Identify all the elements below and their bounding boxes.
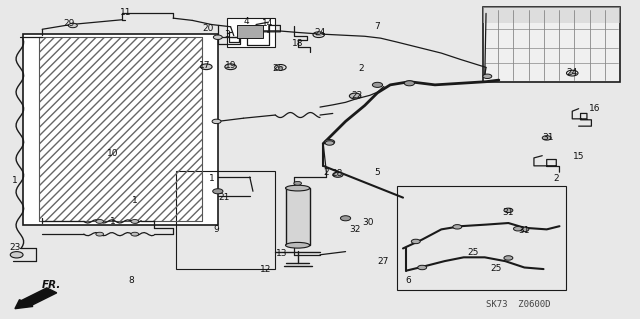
Text: 13: 13 — [276, 249, 287, 258]
Circle shape — [96, 232, 104, 236]
Circle shape — [340, 216, 351, 221]
Circle shape — [333, 172, 343, 177]
Text: 2: 2 — [554, 174, 559, 183]
Text: 1: 1 — [209, 174, 214, 183]
Text: 24: 24 — [566, 68, 578, 77]
Bar — [285, 188, 310, 245]
Circle shape — [316, 33, 322, 36]
Text: 17: 17 — [199, 61, 211, 70]
Bar — [227, 18, 275, 47]
Circle shape — [294, 182, 301, 185]
Text: 31: 31 — [502, 208, 514, 217]
Circle shape — [372, 82, 383, 87]
Text: 1: 1 — [12, 176, 18, 185]
Text: 8: 8 — [129, 276, 134, 285]
FancyArrow shape — [15, 288, 57, 309]
Text: 10: 10 — [107, 149, 118, 158]
Circle shape — [520, 227, 529, 232]
Circle shape — [504, 256, 513, 260]
Text: 26: 26 — [273, 64, 284, 73]
Circle shape — [277, 66, 284, 69]
Circle shape — [96, 219, 104, 223]
Text: 4: 4 — [244, 17, 250, 26]
Text: 6: 6 — [405, 276, 411, 285]
Bar — [237, 25, 262, 38]
Circle shape — [200, 64, 212, 70]
Text: 24: 24 — [314, 28, 326, 37]
Circle shape — [404, 81, 415, 86]
Circle shape — [483, 74, 492, 78]
Bar — [176, 171, 275, 269]
Text: 19: 19 — [225, 61, 236, 70]
Text: 16: 16 — [589, 104, 600, 113]
Text: 25: 25 — [468, 248, 479, 257]
Text: 1: 1 — [109, 217, 115, 226]
Text: 12: 12 — [260, 264, 271, 274]
Bar — [397, 187, 566, 290]
Circle shape — [325, 141, 334, 145]
Circle shape — [453, 225, 462, 229]
Ellipse shape — [285, 185, 310, 191]
Circle shape — [212, 189, 223, 194]
Text: 20: 20 — [202, 24, 214, 33]
Bar — [39, 37, 202, 221]
Text: 32: 32 — [349, 225, 361, 234]
Text: 28: 28 — [332, 169, 343, 178]
Circle shape — [131, 232, 139, 236]
Ellipse shape — [285, 242, 310, 248]
Text: 11: 11 — [120, 8, 131, 17]
Circle shape — [324, 139, 335, 145]
Text: 29: 29 — [63, 19, 75, 28]
Bar — [483, 7, 620, 82]
Text: 18: 18 — [292, 39, 303, 48]
Circle shape — [504, 208, 513, 212]
Text: FR.: FR. — [42, 280, 61, 290]
Text: 2: 2 — [358, 64, 364, 73]
Text: 30: 30 — [362, 218, 374, 227]
Text: 25: 25 — [490, 263, 501, 273]
Text: 1: 1 — [132, 196, 138, 205]
Circle shape — [349, 93, 361, 99]
Circle shape — [412, 239, 420, 244]
Text: 27: 27 — [377, 257, 388, 266]
Text: 9: 9 — [214, 225, 220, 234]
Text: 15: 15 — [573, 152, 584, 161]
Text: 2: 2 — [324, 168, 329, 177]
Circle shape — [68, 23, 77, 28]
Circle shape — [212, 119, 221, 123]
Text: 3: 3 — [225, 31, 230, 40]
Circle shape — [569, 71, 575, 75]
Circle shape — [225, 64, 236, 70]
Text: SK73  Z0600D: SK73 Z0600D — [486, 300, 550, 309]
Text: 22: 22 — [351, 91, 363, 100]
Circle shape — [513, 226, 522, 231]
Text: 5: 5 — [374, 168, 380, 177]
Circle shape — [213, 35, 222, 40]
Text: 23: 23 — [9, 243, 20, 252]
Bar — [23, 34, 218, 225]
Text: 31: 31 — [542, 133, 554, 142]
Circle shape — [131, 219, 139, 223]
Text: 31: 31 — [518, 226, 530, 235]
Circle shape — [542, 136, 551, 140]
Text: 7: 7 — [374, 22, 380, 31]
Circle shape — [418, 265, 427, 270]
Text: 21: 21 — [218, 193, 230, 202]
Text: 14: 14 — [262, 19, 273, 28]
Circle shape — [10, 252, 23, 258]
Bar — [483, 7, 620, 24]
